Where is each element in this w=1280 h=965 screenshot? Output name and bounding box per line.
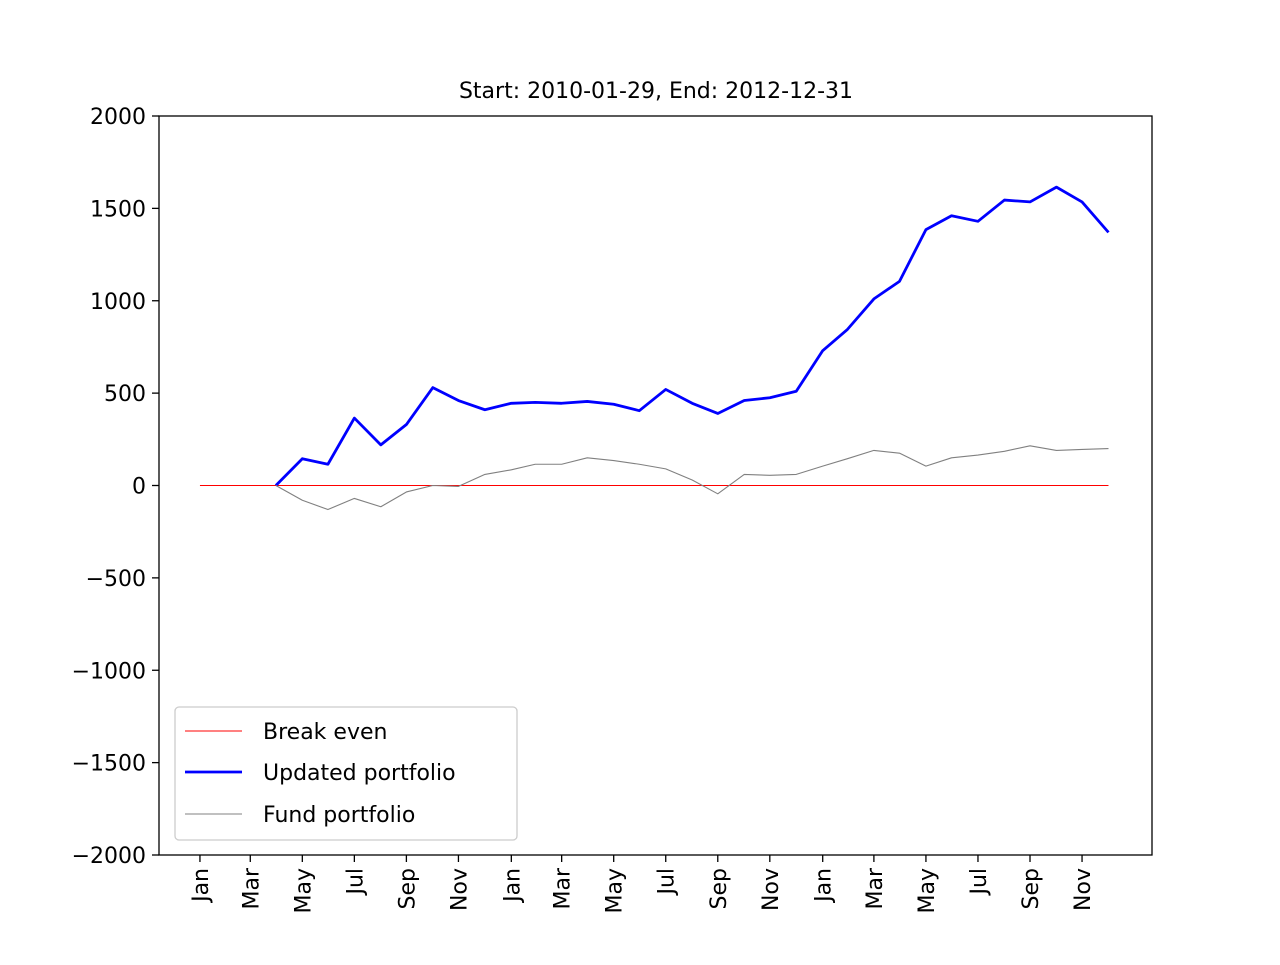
- x-tick-label: Jul: [967, 868, 992, 897]
- x-tick-label: Mar: [863, 867, 888, 909]
- series-line-updated-portfolio: [274, 185, 1110, 487]
- legend-label-fund-portfolio: Fund portfolio: [263, 803, 415, 828]
- y-tick-label: −500: [86, 567, 146, 592]
- y-tick-label: −2000: [72, 844, 146, 869]
- x-tick-label: May: [603, 868, 628, 913]
- x-tick-label: Jul: [655, 868, 680, 897]
- x-axis: Jan Mar May Jul Sep Nov Jan Mar May Jul Sep Nov Jan M…: [189, 855, 1096, 913]
- x-tick-label: Jan: [500, 868, 525, 904]
- x-tick-label: Nov: [447, 868, 472, 911]
- legend-box: [174, 706, 518, 841]
- y-tick-label: 1000: [90, 290, 146, 315]
- y-tick-label: −1000: [72, 659, 146, 684]
- y-tick-label: −1500: [72, 752, 146, 777]
- x-tick-label: Sep: [1019, 868, 1044, 909]
- x-tick-label: Sep: [707, 868, 732, 909]
- x-tick-label: Nov: [1071, 868, 1096, 911]
- x-tick-label: Mar: [551, 867, 576, 909]
- legend-label-updated-portfolio: Updated portfolio: [263, 761, 456, 786]
- series-line-fund-portfolio: [275, 445, 1109, 511]
- series-layer: [199, 185, 1110, 511]
- y-tick-label: 500: [104, 382, 146, 407]
- x-tick-label: May: [291, 868, 316, 913]
- legend-label-break-even: Break even: [263, 720, 387, 745]
- x-tick-label: Jan: [189, 868, 214, 904]
- x-tick-label: Mar: [239, 867, 264, 909]
- x-tick-label: Jan: [812, 868, 837, 904]
- x-tick-label: Jul: [343, 868, 368, 897]
- y-tick-label: 2000: [90, 105, 146, 130]
- y-tick-label: 1500: [90, 197, 146, 222]
- chart-title: Start: 2010-01-29, End: 2012-12-31: [459, 79, 853, 104]
- legend: Break even Updated portfolio Fund portfoli…: [174, 706, 518, 841]
- y-axis: −2000 −1500 −1000 −500 0 500 1000 1500 2000: [72, 105, 159, 869]
- x-tick-label: May: [915, 868, 940, 913]
- y-tick-label: 0: [132, 475, 146, 500]
- x-tick-label: Nov: [759, 868, 784, 911]
- x-tick-label: Sep: [395, 868, 420, 909]
